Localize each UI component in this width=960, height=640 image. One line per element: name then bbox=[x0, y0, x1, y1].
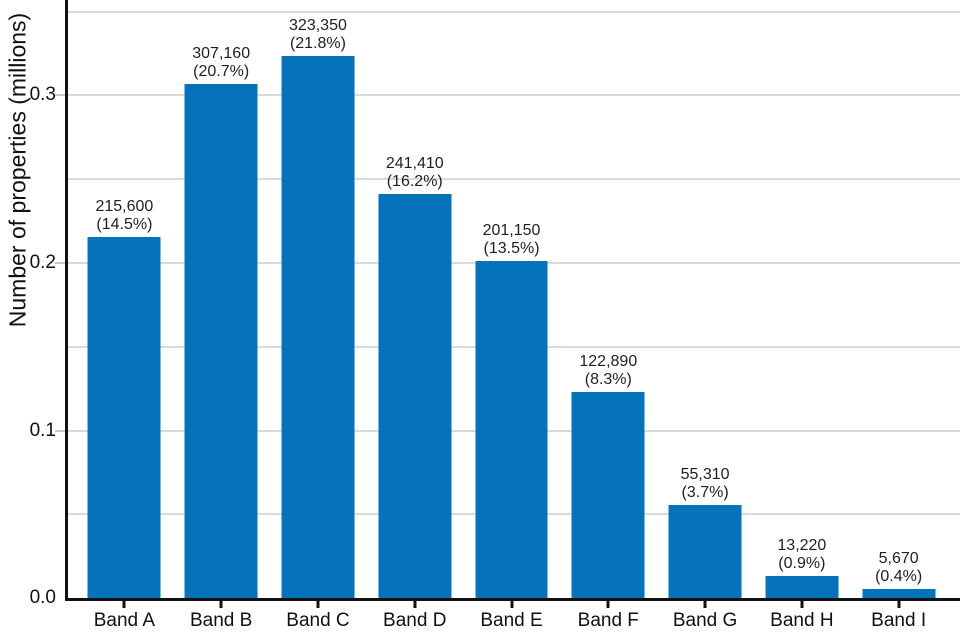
y-axis-title: Number of properties (millions) bbox=[4, 12, 31, 328]
bar-slot: 5,670 (0.4%) Band I bbox=[850, 0, 947, 631]
bar-value-count: 5,670 bbox=[878, 549, 919, 567]
bar-value-count: 201,150 bbox=[482, 222, 541, 240]
bar-value-percent: (3.7%) bbox=[681, 484, 729, 502]
x-tick bbox=[510, 601, 514, 608]
bar-value-count: 215,600 bbox=[95, 197, 154, 215]
gridline bbox=[68, 178, 960, 181]
x-tick bbox=[219, 601, 223, 608]
y-tick-label: 0.2 bbox=[29, 252, 56, 273]
x-tick bbox=[897, 601, 901, 608]
bar bbox=[87, 236, 161, 598]
bar-value-percent: (13.5%) bbox=[483, 240, 540, 258]
bar-value-label: 5,670 (0.4%) bbox=[875, 550, 922, 586]
y-tick-label: 0.1 bbox=[29, 419, 56, 441]
y-tick-label: 0.3 bbox=[29, 84, 56, 106]
bar-slot: 55,310 (3.7%) Band G bbox=[657, 0, 754, 631]
x-tick-label: Band I bbox=[871, 610, 927, 631]
x-tick bbox=[606, 601, 610, 608]
x-axis-spine bbox=[65, 598, 960, 601]
bar-value-percent: (20.7%) bbox=[193, 62, 250, 80]
bar-slot: 201,150 (13.5%) Band E bbox=[463, 0, 560, 631]
bar bbox=[571, 392, 645, 598]
x-tick-label: Band D bbox=[383, 610, 447, 631]
bar bbox=[184, 83, 258, 598]
bar-slot: 323,350 (21.8%) Band C bbox=[270, 0, 367, 631]
bar-value-count: 13,220 bbox=[777, 536, 827, 554]
bar bbox=[378, 193, 452, 598]
bar bbox=[475, 261, 548, 598]
bar-value-label: 201,150 (13.5%) bbox=[483, 222, 541, 258]
bar bbox=[668, 505, 742, 598]
bar-value-count: 323,350 bbox=[289, 17, 347, 35]
bar-value-count: 55,310 bbox=[680, 466, 730, 484]
y-tick bbox=[55, 429, 68, 432]
bar-value-label: 215,600 (14.5%) bbox=[95, 198, 153, 234]
bar-value-label: 241,410 (16.2%) bbox=[386, 155, 444, 191]
x-tick bbox=[800, 601, 804, 608]
y-tick-label: 0.0 bbox=[29, 587, 56, 608]
x-tick-label: Band C bbox=[286, 610, 350, 631]
bar-slot: 13,220 (0.9%) Band H bbox=[753, 0, 850, 631]
gridline bbox=[68, 94, 960, 97]
bar-value-count: 241,410 bbox=[385, 154, 444, 172]
x-tick-label: Band H bbox=[770, 610, 834, 631]
bar-value-label: 122,890 (8.3%) bbox=[579, 353, 637, 389]
bar-slot: 215,600 (14.5%) Band A bbox=[76, 0, 173, 631]
bar-slot: 307,160 (20.7%) Band B bbox=[173, 0, 270, 631]
bar-value-percent: (8.3%) bbox=[584, 371, 632, 389]
bar-value-label: 55,310 (3.7%) bbox=[681, 466, 730, 502]
bar bbox=[765, 575, 839, 598]
y-tick bbox=[55, 262, 68, 264]
bar-value-percent: (21.8%) bbox=[289, 35, 346, 53]
bar-value-label: 323,350 (21.8%) bbox=[289, 17, 347, 53]
x-tick-label: Band B bbox=[190, 610, 253, 631]
bar bbox=[862, 588, 936, 598]
bars-row: 215,600 (14.5%) Band A 307,160 (20.7%) Band B… bbox=[76, 0, 947, 631]
bar-value-label: 307,160 (20.7%) bbox=[192, 45, 250, 81]
x-tick-label: Band A bbox=[93, 610, 156, 631]
y-axis-spine bbox=[65, 0, 68, 601]
y-tick bbox=[55, 94, 68, 97]
bar-value-percent: (0.9%) bbox=[778, 554, 826, 572]
x-tick bbox=[316, 601, 320, 608]
x-tick bbox=[413, 601, 417, 608]
bar-slot: 241,410 (16.2%) Band D bbox=[366, 0, 463, 631]
bar-value-label: 13,220 (0.9%) bbox=[777, 537, 826, 573]
bar-value-percent: (0.4%) bbox=[875, 567, 923, 585]
bar bbox=[281, 56, 355, 598]
x-tick-label: Band E bbox=[480, 610, 543, 631]
x-tick-label: Band F bbox=[577, 610, 639, 631]
x-tick-label: Band G bbox=[672, 610, 738, 631]
x-tick bbox=[703, 601, 707, 608]
gridline bbox=[68, 10, 960, 13]
bar-value-percent: (16.2%) bbox=[386, 172, 443, 190]
x-tick bbox=[122, 601, 126, 608]
bar-value-percent: (14.5%) bbox=[96, 215, 153, 233]
plot-area: 215,600 (14.5%) Band A 307,160 (20.7%) Band B… bbox=[30, 0, 960, 631]
bar-slot: 122,890 (8.3%) Band F bbox=[560, 0, 657, 631]
bar-value-count: 307,160 bbox=[192, 44, 251, 62]
bar-value-count: 122,890 bbox=[579, 353, 638, 371]
